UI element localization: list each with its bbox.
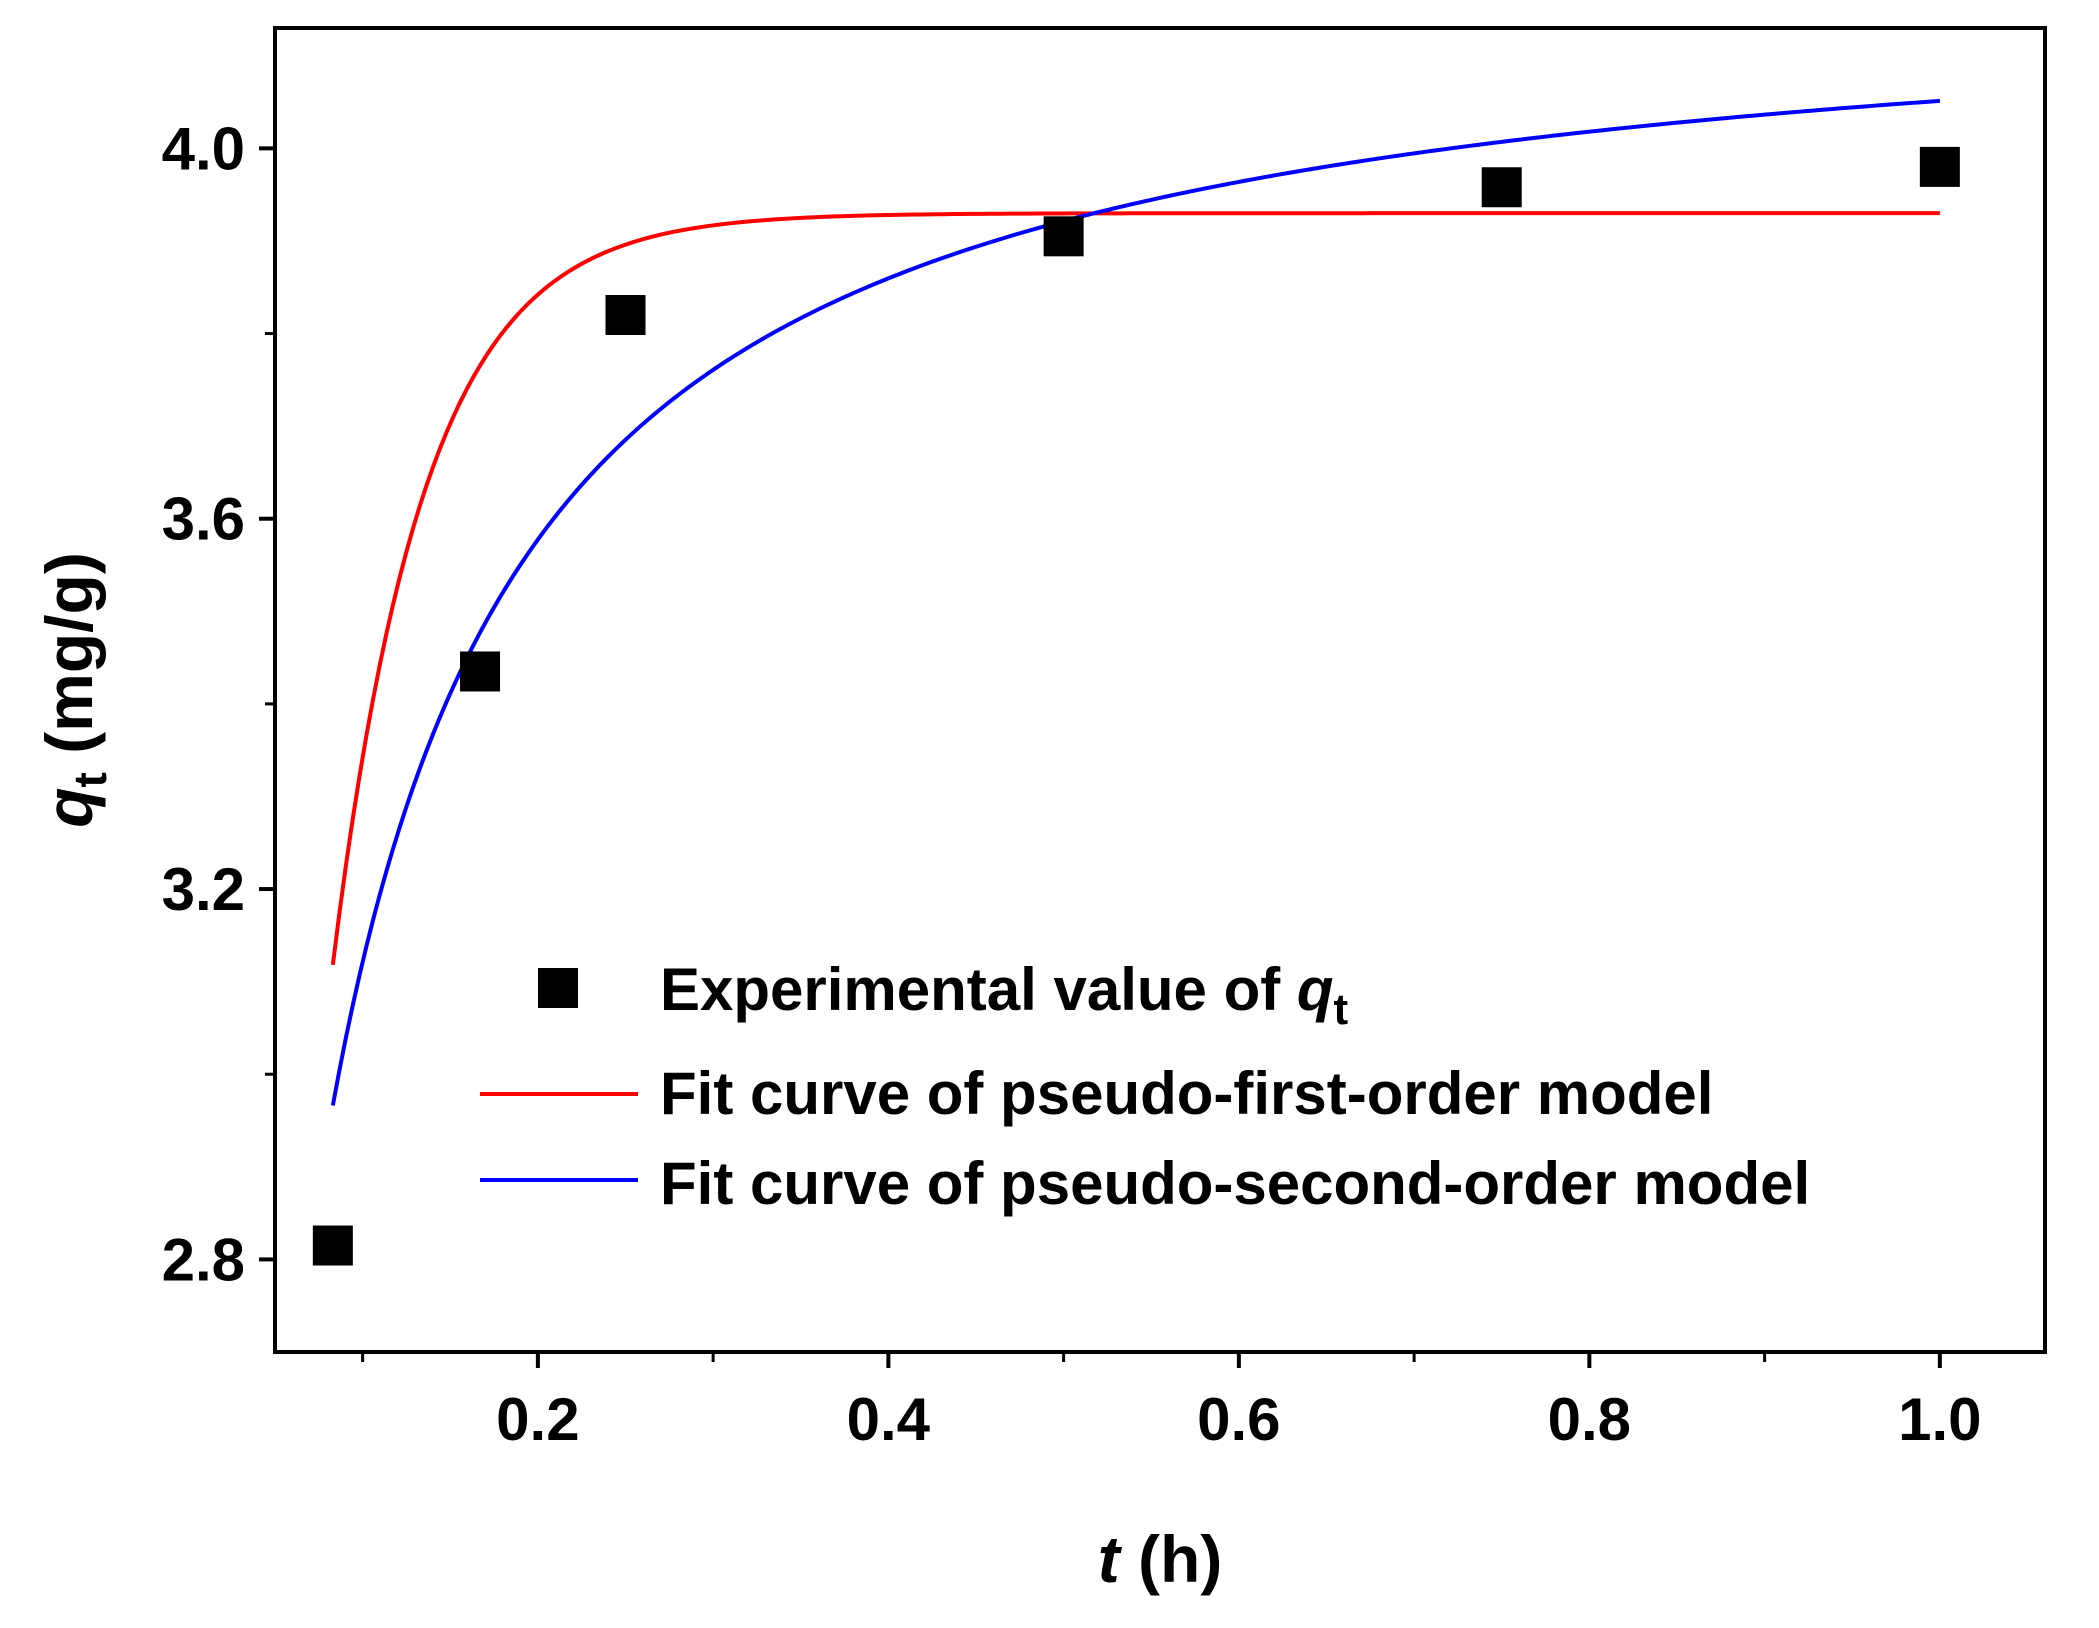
y-axis-var: q — [32, 787, 106, 827]
y-axis-title: qt (mg/g) — [32, 552, 116, 828]
legend-experimental-sub: t — [1334, 985, 1349, 1034]
x-tick-label: 0.4 — [847, 1386, 931, 1453]
data-point — [1481, 167, 1522, 208]
x-tick-label: 0.2 — [496, 1386, 579, 1453]
fit-curve-first-order — [330, 211, 1940, 966]
y-tick-label: 3.2 — [162, 856, 245, 923]
x-axis-title: t (h) — [1098, 1522, 1223, 1596]
legend-label-first-order: Fit curve of pseudo-first-order model — [660, 1060, 1713, 1127]
x-tick-label: 0.6 — [1197, 1386, 1280, 1453]
axis-ticks — [259, 146, 1942, 1368]
plot-frame — [273, 26, 2047, 1354]
data-point — [1919, 146, 1960, 187]
legend-label-experimental: Experimental value of qt — [660, 956, 1349, 1034]
legend-experimental-main: Experimental value of — [660, 956, 1297, 1023]
axis-tick-labels: 0.2 0.4 0.6 0.8 1.0 2.8 3.2 3.6 4.0 — [162, 115, 1982, 1453]
legend-label-second-order: Fit curve of pseudo-second-order model — [660, 1150, 1810, 1217]
y-axis-unit: (mg/g) — [32, 552, 106, 772]
data-point — [312, 1225, 353, 1266]
y-tick-label: 4.0 — [162, 115, 245, 182]
x-tick-label: 1.0 — [1898, 1386, 1981, 1453]
y-axis-sub: t — [64, 772, 116, 787]
fit-curves — [330, 98, 1940, 1106]
fit-curve-second-order — [330, 98, 1940, 1106]
x-tick-label: 0.8 — [1548, 1386, 1631, 1453]
data-point — [460, 651, 501, 692]
data-point — [605, 295, 646, 336]
legend: Experimental value of qt Fit curve of ps… — [480, 956, 1810, 1217]
legend-experimental-var: q — [1297, 956, 1334, 1023]
x-axis-unit: (h) — [1120, 1522, 1223, 1596]
y-tick-label: 3.6 — [162, 486, 245, 553]
legend-marker-experimental — [538, 968, 578, 1008]
y-tick-label: 2.8 — [162, 1226, 245, 1293]
data-point — [1043, 216, 1084, 257]
experimental-points — [312, 146, 1960, 1266]
x-axis-var: t — [1098, 1522, 1123, 1596]
